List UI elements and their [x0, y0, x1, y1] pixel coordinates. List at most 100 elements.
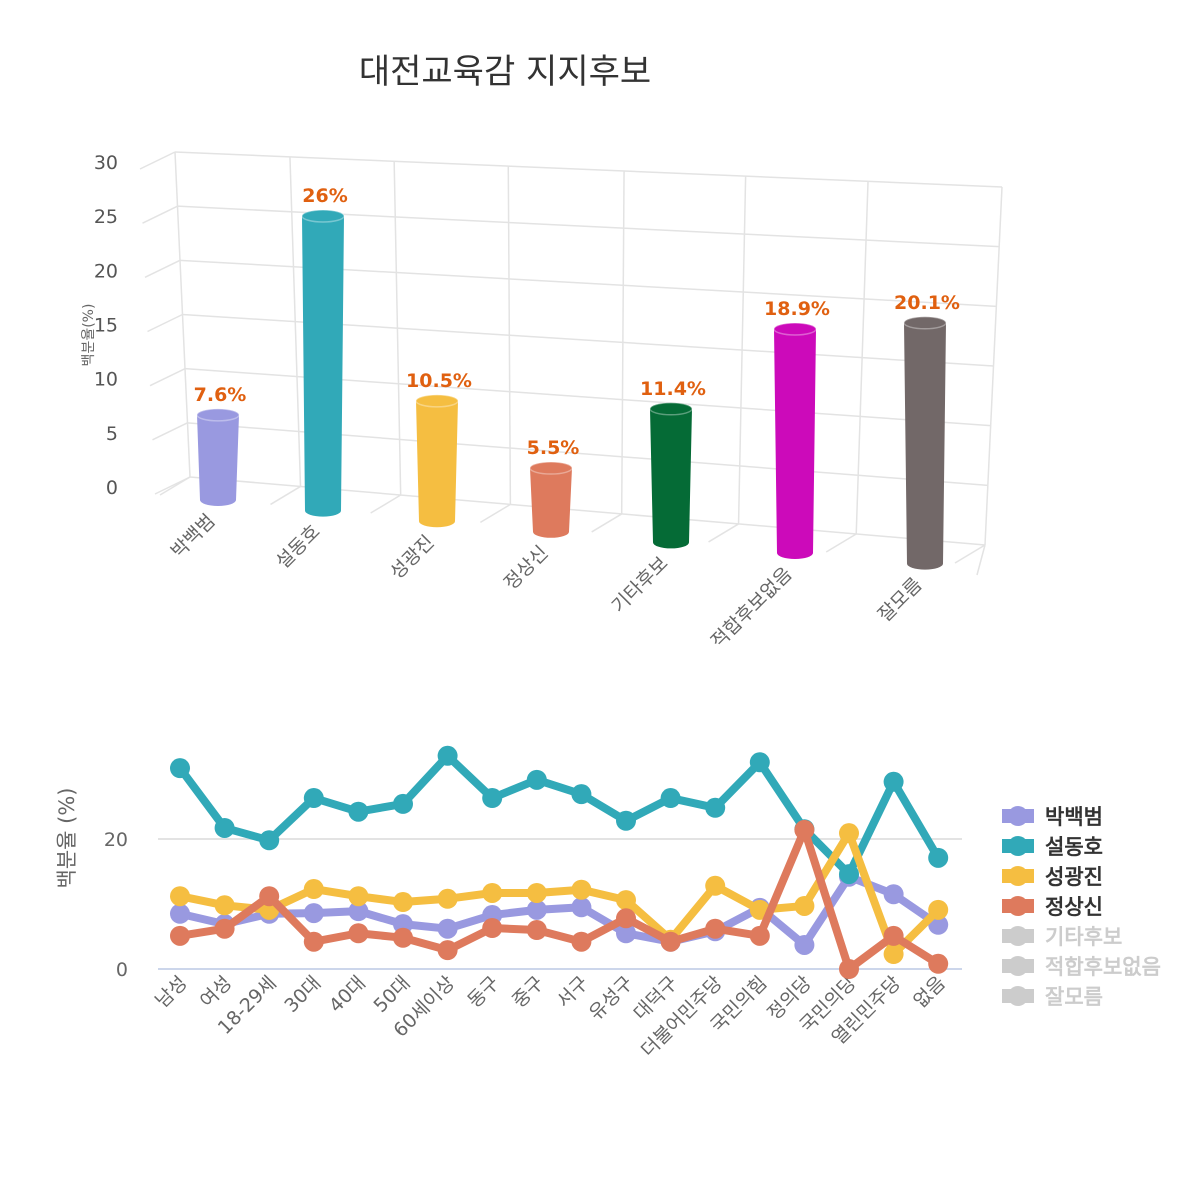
data-point	[660, 931, 681, 952]
data-point	[214, 918, 235, 939]
data-point	[616, 890, 636, 911]
floor-edge	[976, 544, 986, 576]
x-tick-label: 30대	[280, 972, 325, 1017]
data-point	[571, 931, 592, 952]
legend-label: 기타후보	[1045, 925, 1122, 949]
bar-top	[903, 316, 947, 330]
gridline-vertical	[620, 170, 625, 514]
bar-설동호: 26%	[301, 185, 348, 517]
data-point	[437, 918, 458, 939]
side-gridline	[152, 422, 188, 441]
legend-label: 잘모름	[1045, 985, 1103, 1009]
x-tick-label: 60세이상	[389, 972, 459, 1042]
data-point	[214, 895, 235, 916]
bar-top	[301, 209, 345, 223]
x-tick-label: 18-29세	[214, 972, 281, 1039]
data-point	[749, 752, 770, 773]
data-point	[526, 769, 547, 790]
data-point	[839, 959, 859, 979]
x-tick-label: 동구	[463, 972, 503, 1012]
x-tick-label: 여성	[196, 972, 236, 1012]
data-point	[259, 886, 280, 907]
y-tick-label: 20	[94, 260, 118, 282]
gridline-vertical	[984, 186, 1003, 546]
data-point	[259, 830, 280, 851]
x-tick-label: 설동호	[272, 521, 325, 574]
floor-gridline	[270, 485, 301, 506]
series-박백범	[170, 866, 949, 955]
gridline-vertical	[507, 166, 512, 505]
legend-item-정상신[interactable]: 정상신	[1002, 895, 1103, 919]
x-tick-label: 정의당	[763, 972, 816, 1025]
data-point	[526, 882, 547, 903]
data-point	[928, 914, 949, 935]
series-정상신	[170, 819, 949, 979]
legend-item-적합후보없음[interactable]: 적합후보없음	[1002, 955, 1161, 979]
data-point	[794, 895, 815, 916]
legend-item-잘모름[interactable]: 잘모름	[1002, 985, 1103, 1009]
data-point	[303, 931, 324, 952]
data-point	[393, 914, 413, 935]
x-tick-label: 적합후보없음	[707, 563, 797, 653]
x-tick-label: 박백범	[167, 510, 220, 563]
chart-title: 대전교육감 지지후보	[358, 52, 652, 92]
data-point	[749, 925, 770, 946]
data-point	[616, 810, 636, 831]
x-tick-label: 남성	[151, 972, 191, 1012]
legend-marker	[1008, 896, 1028, 916]
series-line	[176, 751, 942, 879]
bar-body	[302, 216, 344, 517]
data-label: 18.9%	[764, 298, 830, 320]
data-point	[348, 886, 369, 907]
legend-item-설동호[interactable]: 설동호	[1002, 835, 1103, 859]
legend-item-기타후보[interactable]: 기타후보	[1002, 925, 1122, 949]
y-axis-title: 백분율(%)	[81, 304, 97, 367]
legend-label: 설동호	[1045, 835, 1103, 859]
data-label: 5.5%	[527, 437, 580, 459]
legend-item-박백범[interactable]: 박백범	[1002, 805, 1103, 829]
data-point	[571, 897, 592, 918]
data-point	[482, 882, 503, 903]
bar-기타후보: 11.4%	[640, 378, 706, 549]
y-tick-label: 20	[104, 829, 128, 851]
y-axis-title: 백분율 (%)	[55, 788, 79, 889]
bar-박백범: 7.6%	[194, 384, 246, 506]
bar-성광진: 10.5%	[406, 370, 472, 528]
gridline-vertical	[174, 151, 191, 478]
x-tick-label: 성광진	[386, 531, 439, 584]
x-tick-label: 정상신	[500, 542, 553, 595]
floor-gridline	[954, 544, 986, 564]
data-point	[214, 817, 235, 838]
data-point	[303, 788, 324, 809]
data-point	[705, 797, 726, 818]
bar-body	[530, 468, 572, 538]
x-tick-label: 국민의힘	[706, 972, 771, 1037]
data-point	[393, 892, 413, 913]
x-tick-label: 더불어민주당	[637, 972, 727, 1062]
data-point	[794, 819, 815, 840]
x-tick-label: 없음	[909, 972, 949, 1012]
x-tick-label: 열린민주당	[828, 972, 905, 1049]
x-tick-label: 기타후보	[608, 552, 673, 617]
bar-정상신: 5.5%	[527, 437, 580, 538]
data-point	[794, 819, 815, 840]
gridline	[177, 205, 1000, 248]
data-label: 26%	[302, 185, 347, 207]
data-point	[660, 788, 681, 809]
x-tick-label: 50대	[370, 972, 415, 1017]
x-tick-label: 유성구	[585, 972, 638, 1025]
bar-top	[649, 402, 693, 416]
data-point	[259, 903, 280, 924]
x-tick-label: 잘모름	[874, 574, 927, 627]
legend-item-성광진[interactable]: 성광진	[1002, 865, 1103, 889]
bar-body	[904, 322, 946, 570]
data-point	[482, 918, 503, 939]
side-gridline	[147, 313, 183, 333]
floor-gridline	[370, 494, 402, 514]
data-point	[839, 866, 859, 887]
data-point	[303, 903, 324, 924]
series-line	[179, 825, 941, 973]
data-label: 20.1%	[894, 292, 960, 314]
data-point	[526, 920, 547, 940]
data-point	[883, 944, 904, 965]
